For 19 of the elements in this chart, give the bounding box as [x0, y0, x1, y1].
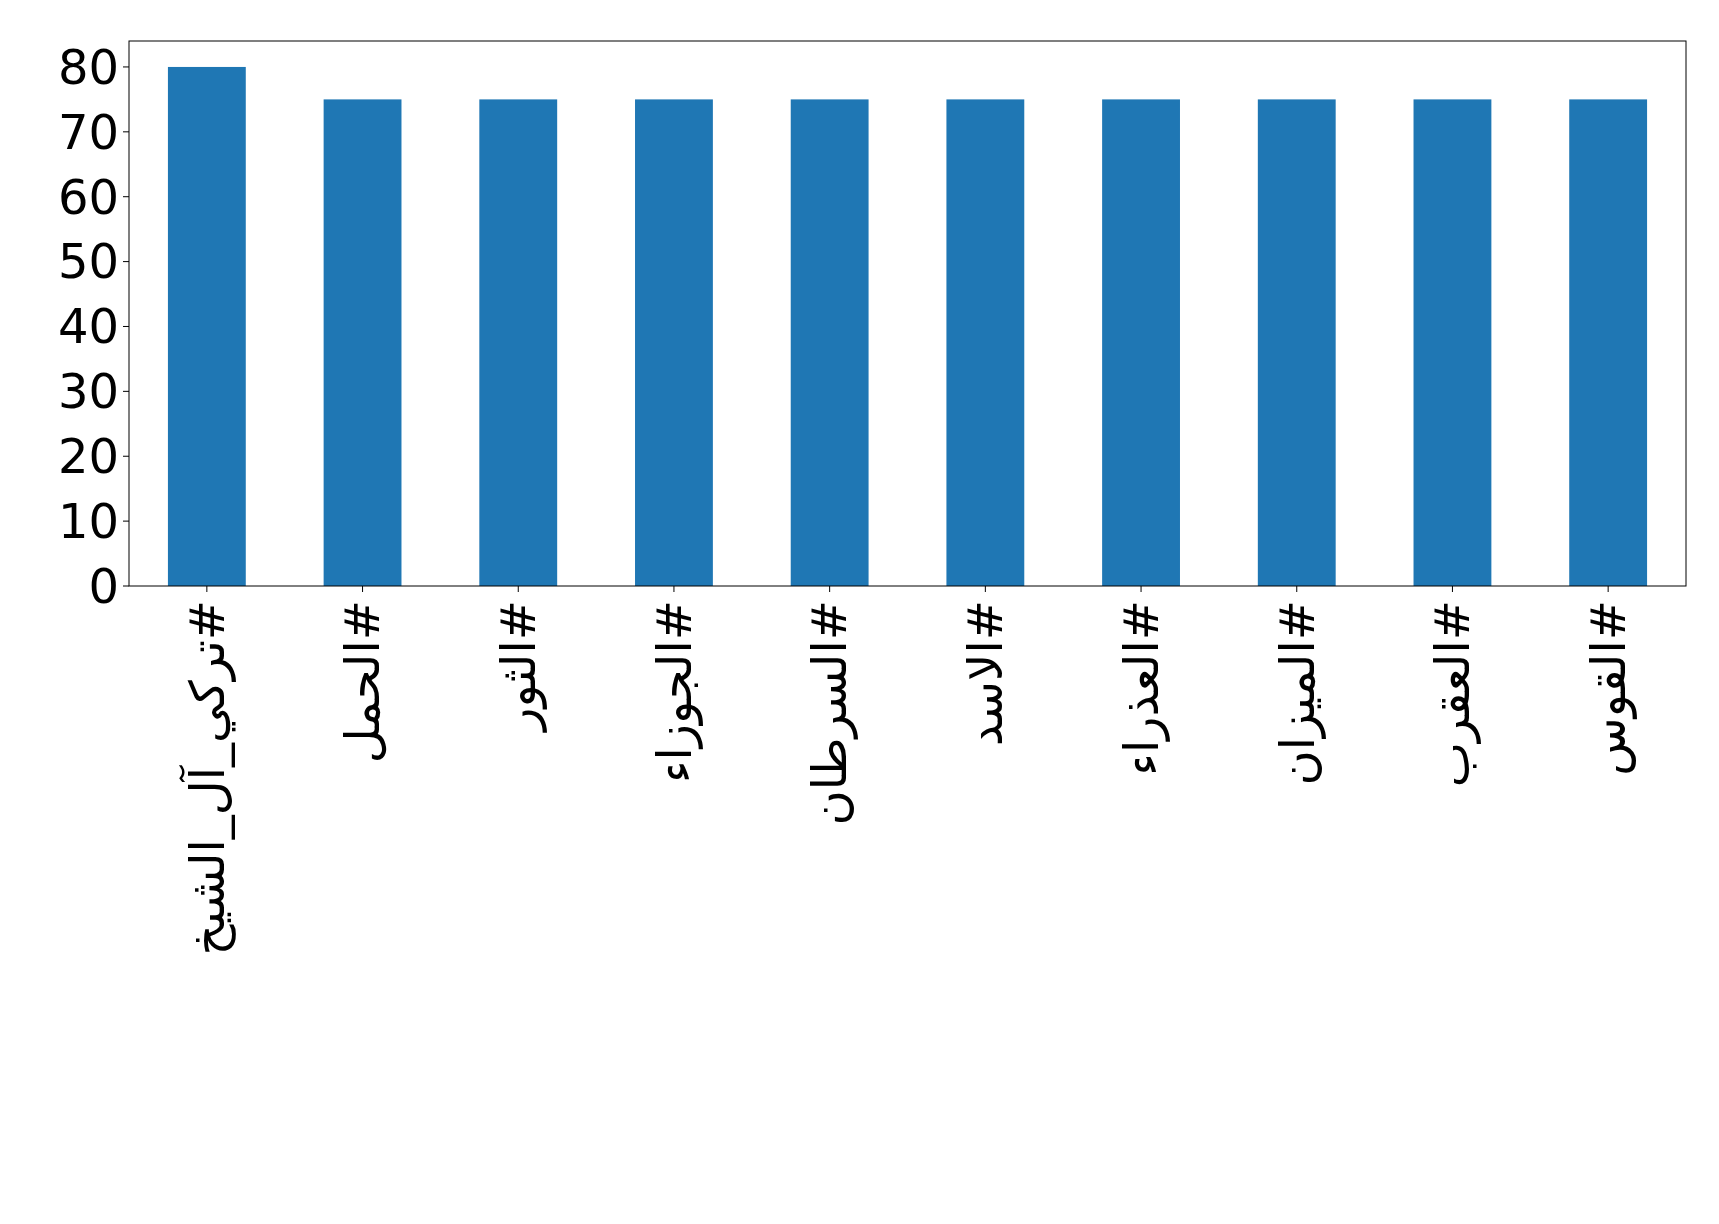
y-tick-label: 40	[57, 298, 119, 355]
x-tick-label: #العقرب	[1424, 600, 1482, 788]
y-tick-label: 80	[57, 38, 119, 95]
y-tick-label: 50	[57, 233, 119, 290]
y-tick-label: 0	[88, 557, 119, 614]
y-tick-label: 20	[57, 428, 119, 485]
x-tick-label: #القوس	[1579, 600, 1637, 776]
y-tick-label: 10	[57, 492, 119, 549]
x-tick-label: #الجوزاء	[645, 600, 703, 784]
y-tick-label: 60	[57, 168, 119, 225]
x-tick-label: #الاسد	[957, 600, 1014, 747]
x-tick-label: #الميزان	[1268, 600, 1326, 786]
x-tick-label: #الحمل	[334, 600, 391, 764]
x-tick-label: #العذراء	[1112, 600, 1170, 776]
y-tick-label: 70	[57, 103, 119, 160]
y-tick-label: 30	[57, 363, 119, 420]
x-tick-label: #الثور	[490, 600, 548, 733]
x-tick-label: #تركي_آل_الشيخ	[177, 600, 236, 956]
x-tick-label: #السرطان	[801, 600, 859, 826]
